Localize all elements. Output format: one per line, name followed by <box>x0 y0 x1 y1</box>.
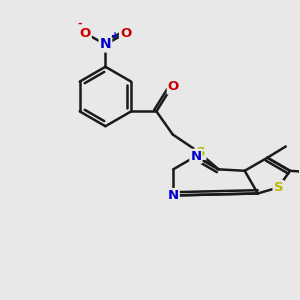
Text: -: - <box>77 19 82 29</box>
Text: N: N <box>168 189 179 202</box>
Text: N: N <box>100 38 111 52</box>
Text: N: N <box>190 150 202 163</box>
Text: S: S <box>274 181 283 194</box>
Text: O: O <box>168 80 179 94</box>
Text: S: S <box>196 146 206 159</box>
Text: O: O <box>120 27 131 40</box>
Text: O: O <box>80 27 91 40</box>
Text: +: + <box>111 31 119 41</box>
